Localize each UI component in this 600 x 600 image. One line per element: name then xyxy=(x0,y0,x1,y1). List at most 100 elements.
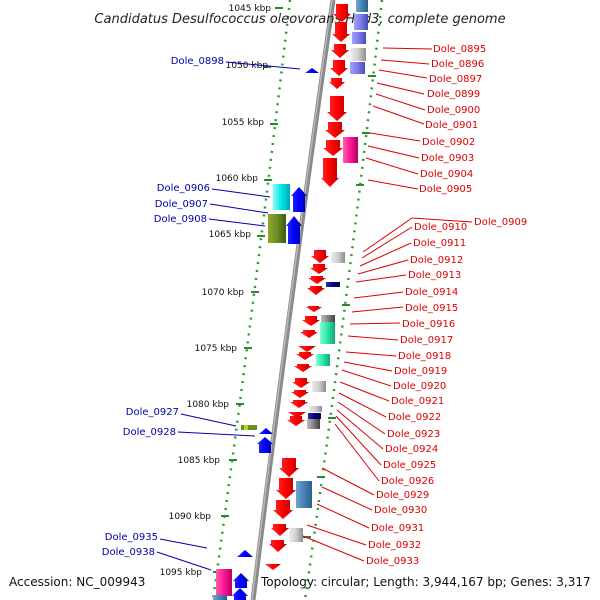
gene-label: Dole_0922 xyxy=(388,412,441,423)
gene-feature xyxy=(352,32,366,44)
gene-feature xyxy=(296,352,314,360)
forward-strand-genes xyxy=(213,68,319,600)
gene-label: Dole_0925 xyxy=(383,460,436,471)
gene-label: Dole_0907 xyxy=(155,199,208,210)
tick-label: 1065 kbp xyxy=(209,230,252,240)
gene-label: Dole_0912 xyxy=(410,255,463,266)
gene-label: Dole_0929 xyxy=(376,490,429,501)
gene-feature xyxy=(350,62,365,74)
gene-feature xyxy=(305,68,319,73)
gene-label: Dole_0928 xyxy=(123,427,176,438)
gene-label: Dole_0915 xyxy=(405,303,458,314)
tick-label: 1090 kbp xyxy=(169,512,212,522)
reverse-gene-label-texts: Dole_0895 Dole_0896 Dole_0897 Dole_0899 … xyxy=(366,44,527,567)
gene-feature xyxy=(259,428,273,434)
gene-feature xyxy=(273,500,293,519)
tick-label: 1075 kbp xyxy=(195,344,238,354)
gene-feature xyxy=(300,330,318,338)
gene-feature xyxy=(354,14,368,30)
gene-feature xyxy=(327,96,347,121)
tick-label: 1060 kbp xyxy=(216,174,259,184)
gene-label: Dole_0924 xyxy=(385,444,438,455)
gene-feature xyxy=(265,564,281,570)
gene-feature xyxy=(321,315,335,322)
gene-label: Dole_0899 xyxy=(427,89,480,100)
gene-feature xyxy=(271,524,289,536)
forward-gene-labels: Dole_0898 Dole_0906 Dole_0907 Dole_0908 … xyxy=(102,56,301,571)
gene-feature xyxy=(316,354,330,366)
gene-label: Dole_0903 xyxy=(421,153,474,164)
gene-feature xyxy=(320,322,335,344)
gene-feature xyxy=(321,158,339,187)
reverse-strand-genes xyxy=(265,0,368,570)
gene-feature xyxy=(232,588,248,600)
gene-feature xyxy=(309,406,322,412)
gene-label: Dole_0908 xyxy=(154,214,207,225)
accession-text: Accession: NC_009943 xyxy=(9,575,145,589)
gene-feature xyxy=(257,437,273,453)
gene-label: Dole_0938 xyxy=(102,547,155,558)
gene-label: Dole_0906 xyxy=(157,183,210,194)
gene-label: Dole_0919 xyxy=(394,366,447,377)
map-title: Candidatus Desulfococcus oleovorans Hxd3… xyxy=(94,12,505,27)
gene-feature xyxy=(241,425,257,430)
gene-feature xyxy=(288,412,306,418)
genome-backbone xyxy=(250,0,336,600)
gene-label: Dole_0911 xyxy=(413,238,466,249)
gene-label: Dole_0931 xyxy=(371,523,424,534)
gene-label: Dole_0909 xyxy=(474,217,527,228)
gene-feature xyxy=(213,595,227,600)
gene-label: Dole_0895 xyxy=(433,44,486,55)
gene-label: Dole_0896 xyxy=(431,59,484,70)
gene-feature xyxy=(306,306,322,312)
gene-feature xyxy=(331,252,345,263)
tick-label: 1050 kbp xyxy=(226,61,269,71)
outer-guide-line xyxy=(303,0,384,600)
tick-label: 1080 kbp xyxy=(187,400,230,410)
gene-label: Dole_0916 xyxy=(402,319,455,330)
gene-feature xyxy=(308,413,321,419)
gene-feature xyxy=(276,478,296,499)
gene-label: Dole_0920 xyxy=(393,381,446,392)
gene-feature xyxy=(287,416,305,426)
gene-feature xyxy=(311,250,329,263)
tick-label: 1095 kbp xyxy=(160,568,203,578)
gene-label: Dole_0933 xyxy=(366,556,419,567)
gene-feature xyxy=(291,187,307,212)
gene-feature xyxy=(312,381,326,392)
gene-feature xyxy=(290,400,308,408)
gene-feature xyxy=(244,425,248,430)
gene-feature xyxy=(289,528,303,542)
gene-label: Dole_0921 xyxy=(391,396,444,407)
gene-label: Dole_0904 xyxy=(420,169,473,180)
gene-feature xyxy=(308,276,326,284)
gene-feature xyxy=(273,184,290,210)
gene-feature xyxy=(233,573,249,588)
tick-label: 1055 kbp xyxy=(222,118,265,128)
gene-feature xyxy=(332,22,350,42)
gene-feature xyxy=(268,214,286,243)
gene-label: Dole_0902 xyxy=(422,137,475,148)
reverse-gene-labels xyxy=(302,47,473,562)
gene-label: Dole_0927 xyxy=(126,407,179,418)
gene-label: Dole_0932 xyxy=(368,540,421,551)
gene-feature xyxy=(331,44,349,58)
gene-feature xyxy=(307,419,320,429)
gene-label: Dole_0930 xyxy=(374,505,427,516)
gene-feature xyxy=(323,140,343,156)
gene-feature xyxy=(356,0,368,12)
tick-marks: 1045 kbp 1050 kbp 1055 kbp 1060 kbp 1065… xyxy=(160,4,283,578)
gene-feature xyxy=(237,550,253,557)
gene-feature xyxy=(296,481,312,508)
gene-feature xyxy=(310,264,328,274)
gene-label: Dole_0901 xyxy=(425,120,478,131)
gene-label: Dole_0905 xyxy=(419,184,472,195)
tick-label: 1045 kbp xyxy=(229,4,272,14)
gene-label: Dole_0935 xyxy=(105,532,158,543)
gene-feature xyxy=(307,286,325,295)
gene-feature xyxy=(302,316,320,326)
gene-feature xyxy=(330,60,348,76)
gene-label: Dole_0917 xyxy=(400,335,453,346)
gene-label: Dole_0898 xyxy=(171,56,224,67)
